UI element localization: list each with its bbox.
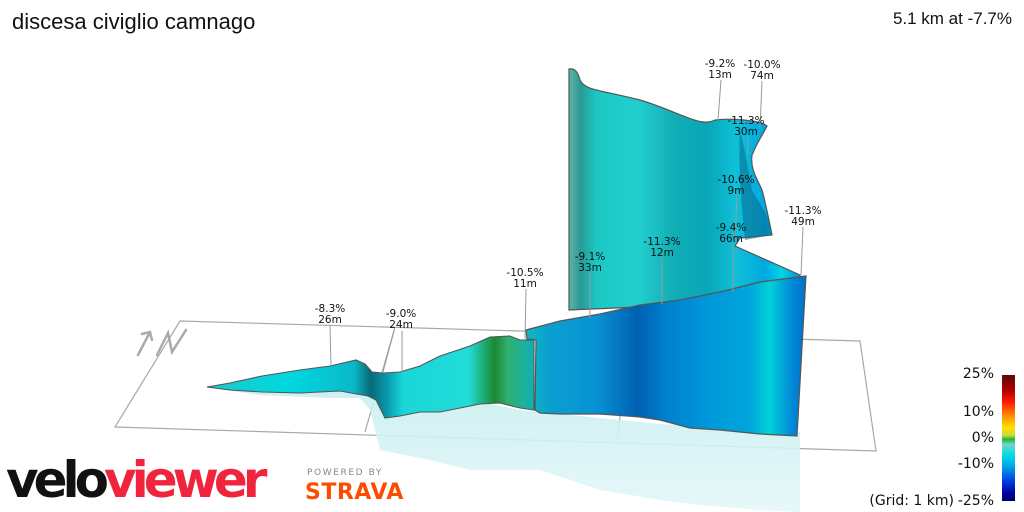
legend-tick-neg25: -25% [957,493,994,509]
svg-text:-9.1%: -9.1% [575,251,605,263]
svg-text:74m: 74m [750,70,774,82]
svg-text:-9.2%: -9.2% [705,58,735,70]
veloviewer-logo[interactable]: veloviewer [6,451,267,509]
profile-back-wall [568,68,801,311]
svg-text:24m: 24m [389,319,413,331]
legend-tick-10: 10% [962,404,994,420]
annotation-labels: -8.3% 26m -9.0% 24m -10.5% 11m -9.1% 33m… [315,58,822,331]
svg-text:13m: 13m [708,69,732,81]
profile-reflection [210,386,800,512]
legend-grid-note: (Grid: 1 km) [869,493,954,509]
svg-text:-9.4%: -9.4% [716,222,746,234]
legend-tick-neg10: -10% [957,456,994,472]
svg-text:-8.3%: -8.3% [315,303,345,315]
legend-tick-0: 0% [971,430,994,446]
logo-velo-text: velo [6,451,109,509]
svg-text:12m: 12m [650,247,674,259]
logo-viewer-text: viewer [104,451,267,509]
svg-text:9m: 9m [728,185,745,197]
svg-text:30m: 30m [734,126,758,138]
svg-text:-10.6%: -10.6% [717,174,754,186]
svg-text:11m: 11m [513,278,537,290]
svg-text:-11.3%: -11.3% [643,236,680,248]
svg-text:-11.3%: -11.3% [784,205,821,217]
profile-front-wall [525,275,807,437]
legend-tick-25: 25% [962,366,994,382]
route-summary: 5.1 km at -7.7% [892,9,1012,28]
svg-text:-9.0%: -9.0% [386,308,416,320]
svg-text:-10.5%: -10.5% [506,267,543,279]
route-title: discesa civiglio camnago [12,9,256,34]
svg-text:-10.0%: -10.0% [743,59,780,71]
svg-text:66m: 66m [719,233,743,245]
annotation-leaders [329,79,804,373]
svg-text:33m: 33m [578,262,602,274]
svg-text:49m: 49m [791,216,815,228]
powered-by-label: POWERED BY [307,468,384,478]
strava-logo[interactable]: STRAVA [305,480,404,505]
gradient-color-scale [1002,375,1015,501]
svg-text:26m: 26m [318,314,342,326]
svg-text:-11.3%: -11.3% [727,115,764,127]
north-arrow-icon [136,328,188,357]
